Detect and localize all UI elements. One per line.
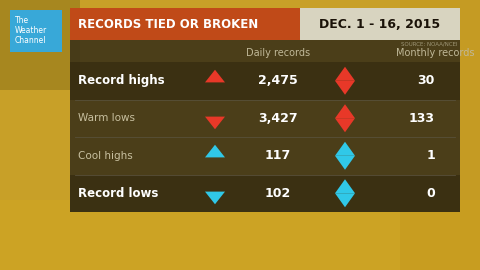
Text: Monthly records: Monthly records (396, 48, 474, 58)
Polygon shape (335, 104, 355, 118)
Text: 102: 102 (265, 187, 291, 200)
Polygon shape (205, 145, 225, 157)
FancyBboxPatch shape (0, 0, 80, 90)
Text: 30: 30 (418, 74, 435, 87)
Polygon shape (335, 193, 355, 207)
Polygon shape (205, 192, 225, 204)
Text: DEC. 1 - 16, 2015: DEC. 1 - 16, 2015 (319, 18, 441, 31)
Text: 3,427: 3,427 (258, 112, 298, 125)
FancyBboxPatch shape (300, 8, 460, 40)
FancyBboxPatch shape (70, 8, 300, 40)
FancyBboxPatch shape (10, 10, 62, 52)
Text: Daily records: Daily records (246, 48, 310, 58)
Text: 0: 0 (426, 187, 435, 200)
FancyBboxPatch shape (70, 40, 460, 212)
FancyBboxPatch shape (400, 0, 480, 270)
FancyBboxPatch shape (70, 62, 460, 100)
Text: SOURCE: NOAA/NCEI: SOURCE: NOAA/NCEI (401, 42, 458, 47)
FancyBboxPatch shape (0, 200, 480, 270)
Text: Warm lows: Warm lows (78, 113, 135, 123)
Text: The: The (15, 16, 29, 25)
Text: Record lows: Record lows (78, 187, 158, 200)
Polygon shape (335, 156, 355, 170)
Polygon shape (335, 118, 355, 132)
Text: Weather: Weather (15, 26, 47, 35)
Polygon shape (205, 117, 225, 129)
Text: Record highs: Record highs (78, 74, 165, 87)
Polygon shape (205, 70, 225, 82)
Text: Cool highs: Cool highs (78, 151, 133, 161)
Text: 2,475: 2,475 (258, 74, 298, 87)
FancyBboxPatch shape (70, 174, 460, 212)
Polygon shape (335, 179, 355, 193)
Text: 133: 133 (409, 112, 435, 125)
Text: RECORDS TIED OR BROKEN: RECORDS TIED OR BROKEN (78, 18, 258, 31)
Polygon shape (335, 81, 355, 95)
Text: Channel: Channel (15, 36, 47, 45)
Text: 117: 117 (265, 149, 291, 162)
Polygon shape (335, 142, 355, 156)
Text: 1: 1 (426, 149, 435, 162)
Polygon shape (335, 67, 355, 81)
